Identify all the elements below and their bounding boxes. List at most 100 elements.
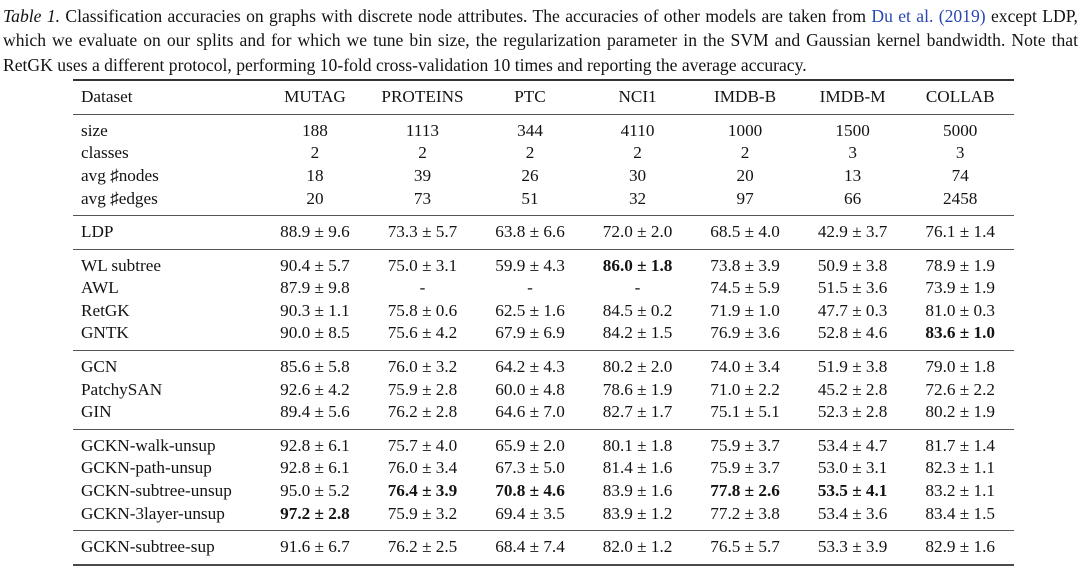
row-label: LDP	[81, 222, 114, 242]
accuracy-cell: 52.8 ± 4.6	[817, 323, 888, 343]
accuracy-cell: 85.6 ± 5.8	[280, 357, 350, 377]
section-gckn-supervised: GCKN-subtree-sup 91.6 ± 6.7 76.2 ± 2.5 68.4…	[73, 531, 1014, 565]
accuracy-cell: 53.4 ± 4.7	[817, 435, 888, 455]
accuracy-cell: 51.9 ± 3.8	[817, 357, 888, 377]
accuracy-cell: 82.3 ± 1.1	[925, 458, 995, 478]
accuracy-cell: -	[634, 278, 641, 298]
table-row-classes: classes 2 2 2 2 2 3 3	[73, 142, 1014, 165]
column-header-ptc: PTC	[476, 80, 584, 115]
accuracy-cell: 79.0 ± 1.8	[925, 357, 995, 377]
accuracy-cell: 2	[525, 143, 535, 163]
accuracy-cell: 1113	[405, 120, 440, 140]
accuracy-cell: 51.5 ± 3.6	[817, 278, 888, 298]
accuracy-cell: 30	[628, 165, 647, 185]
citation-link-du-et-al-2019[interactable]: Du et al. (2019)	[871, 6, 986, 26]
accuracy-cell: 80.1 ± 1.8	[602, 435, 673, 455]
accuracy-cell: 92.8 ± 6.1	[280, 435, 350, 455]
accuracy-cell: 88.9 ± 9.6	[280, 222, 350, 242]
row-label: classes	[81, 143, 129, 163]
table-row-avg-edges: avg ♯edges 20 73 51 32 97 66 2458	[73, 188, 1014, 216]
accuracy-cell: 90.3 ± 1.1	[280, 300, 350, 320]
accuracy-cell: 73.9 ± 1.9	[925, 278, 995, 298]
accuracy-cell: 13	[844, 165, 862, 185]
accuracy-cell: 47.7 ± 0.3	[817, 300, 888, 320]
row-label: RetGK	[81, 300, 130, 320]
accuracy-cell: 53.5 ± 4.1	[817, 481, 888, 501]
accuracy-cell: 32	[628, 188, 647, 208]
accuracy-cell: 68.5 ± 4.0	[710, 222, 780, 242]
accuracy-cell: 78.6 ± 1.9	[602, 379, 673, 399]
accuracy-cell: 95.0 ± 5.2	[280, 481, 350, 501]
accuracy-cell: 72.0 ± 2.0	[602, 222, 673, 242]
column-header-mutag: MUTAG	[261, 80, 369, 115]
accuracy-cell: 83.6 ± 1.0	[925, 323, 995, 343]
accuracy-cell: 90.4 ± 5.7	[280, 255, 350, 275]
row-label: GCKN-subtree-unsup	[81, 481, 232, 501]
accuracy-cell: 83.2 ± 1.1	[925, 481, 995, 501]
accuracy-cell: 74	[951, 165, 969, 185]
accuracy-cell: 2458	[943, 188, 978, 208]
accuracy-cell: 344	[517, 120, 543, 140]
accuracy-cell: 81.0 ± 0.3	[925, 300, 995, 320]
accuracy-cell: 82.7 ± 1.7	[602, 402, 673, 422]
accuracy-cell: 75.7 ± 4.0	[387, 435, 458, 455]
row-label: GCKN-walk-unsup	[81, 435, 216, 455]
accuracy-cell: 74.5 ± 5.9	[710, 278, 780, 298]
accuracy-cell: 73.3 ± 5.7	[387, 222, 458, 242]
accuracy-cell: 82.9 ± 1.6	[925, 537, 995, 557]
accuracy-cell: 18	[306, 165, 324, 185]
caption-text-before-link: Classification accuracies on graphs with…	[60, 6, 872, 26]
accuracy-cell: 92.6 ± 4.2	[280, 379, 350, 399]
table-row-gckn-walk-unsup: GCKN-walk-unsup 92.8 ± 6.1 75.7 ± 4.0 65.9 …	[73, 429, 1014, 457]
accuracy-cell: 75.9 ± 3.7	[710, 458, 780, 478]
row-label: GCN	[81, 357, 118, 377]
accuracy-cell: 81.4 ± 1.6	[602, 458, 673, 478]
accuracy-cell: 76.2 ± 2.5	[387, 537, 458, 557]
accuracy-cell: 71.0 ± 2.2	[710, 379, 780, 399]
accuracy-cell: 75.8 ± 0.6	[387, 300, 458, 320]
accuracy-cell: 1000	[727, 120, 763, 140]
accuracy-cell: 20	[306, 188, 324, 208]
caption-table-number: Table 1.	[3, 6, 61, 26]
accuracy-cell: 76.0 ± 3.4	[387, 458, 458, 478]
table-row-gckn-subtree-unsup: GCKN-subtree-unsup 95.0 ± 5.2 76.4 ± 3.9 70…	[73, 480, 1014, 503]
accuracy-cell: 89.4 ± 5.6	[280, 402, 350, 422]
row-label: GCKN-path-unsup	[81, 458, 212, 478]
accuracy-cell: 2	[633, 143, 642, 163]
accuracy-cell: 76.0 ± 3.2	[387, 357, 458, 377]
accuracy-cell: 73.8 ± 3.9	[710, 255, 780, 275]
accuracy-cell: 75.6 ± 4.2	[387, 323, 458, 343]
section-graph-neural-networks: GCN 85.6 ± 5.8 76.0 ± 3.2 64.2 ± 4.3 80.2 ± …	[73, 351, 1014, 430]
table-row-wl-subtree: WL subtree 90.4 ± 5.7 75.0 ± 3.1 59.9 ± 4.3…	[73, 249, 1014, 277]
accuracy-cell: 71.9 ± 1.0	[710, 300, 780, 320]
accuracy-cell: 92.8 ± 6.1	[280, 458, 350, 478]
table-row-avg-nodes: avg ♯nodes 18 39 26 30 20 13 74	[73, 165, 1014, 188]
table-row-size: size 188 1113 344 4110 1000 1500 5000	[73, 114, 1014, 142]
accuracy-cell: 68.4 ± 7.4	[495, 537, 565, 557]
accuracy-cell: 53.4 ± 3.6	[817, 503, 888, 523]
accuracy-cell: 75.1 ± 5.1	[710, 402, 780, 422]
accuracy-cell: 78.9 ± 1.9	[925, 255, 995, 275]
column-header-imdb-b: IMDB-B	[691, 80, 799, 115]
accuracy-cell: 66	[844, 188, 862, 208]
row-label: GNTK	[81, 323, 129, 343]
accuracy-cell: 90.0 ± 8.5	[280, 323, 350, 343]
row-label: GIN	[81, 402, 112, 422]
accuracy-cell: -	[527, 278, 533, 298]
accuracy-cell: 20	[736, 165, 754, 185]
accuracy-cell: 63.8 ± 6.6	[495, 222, 565, 242]
accuracy-cell: 5000	[943, 120, 978, 140]
accuracy-cell: -	[419, 278, 426, 298]
accuracy-cell: 70.8 ± 4.6	[495, 481, 565, 501]
accuracy-cell: 83.4 ± 1.5	[925, 503, 995, 523]
column-header-proteins: PROTEINS	[368, 80, 477, 115]
row-label: avg ♯edges	[81, 188, 158, 208]
column-header-collab: COLLAB	[906, 80, 1014, 115]
accuracy-cell: 53.0 ± 3.1	[817, 458, 888, 478]
row-label: AWL	[81, 278, 119, 298]
accuracy-cell: 42.9 ± 3.7	[817, 222, 888, 242]
table-row-awl: AWL 87.9 ± 9.8 - - - 74.5 ± 5.9 51.5 ± 3.6 73.9…	[73, 277, 1014, 300]
accuracy-cell: 2	[310, 143, 320, 163]
header-row: Dataset MUTAG PROTEINS PTC NCI1 IMDB-B IMDB-M C…	[73, 80, 1014, 115]
accuracy-cell: 62.5 ± 1.6	[495, 300, 565, 320]
